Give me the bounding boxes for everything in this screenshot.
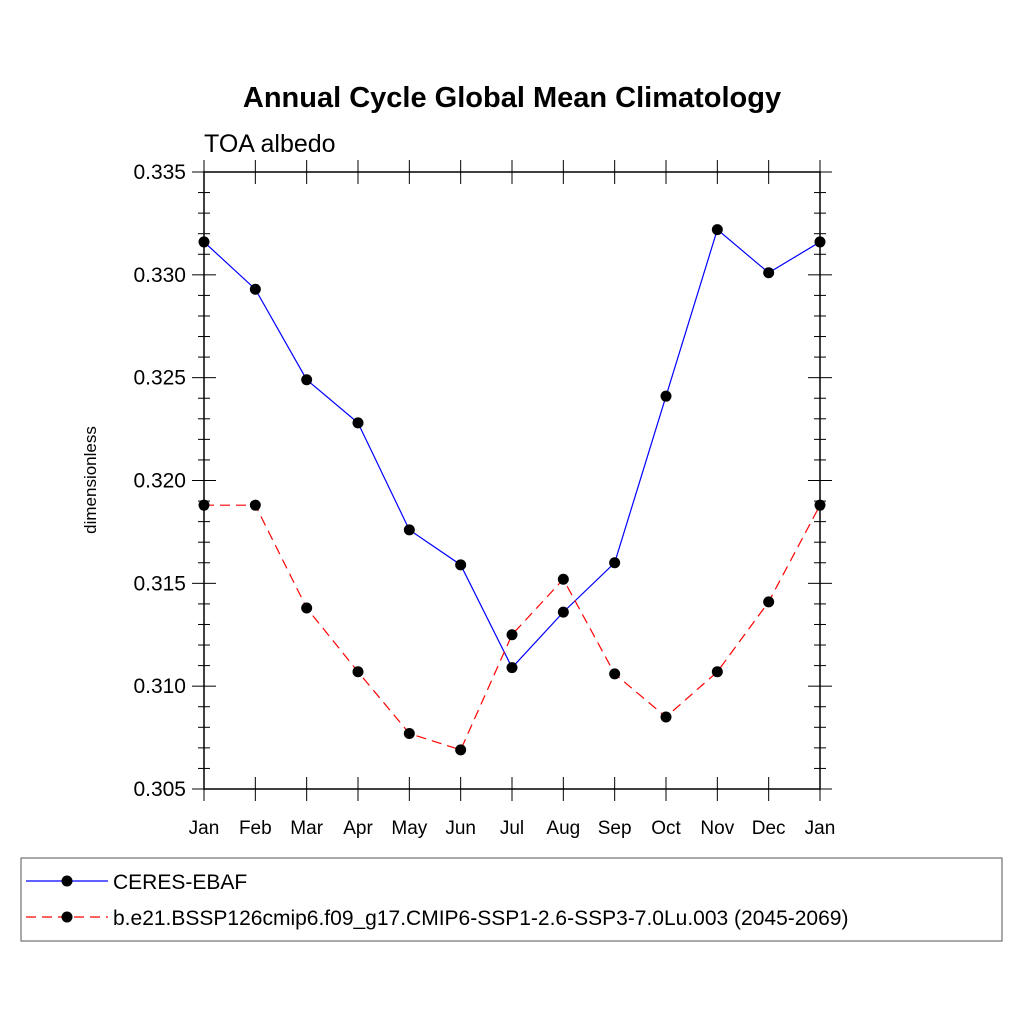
x-tick-label: Feb — [239, 818, 272, 839]
x-tick-label: Mar — [290, 818, 323, 839]
series-2-point — [609, 668, 621, 680]
y-tick-label: 0.335 — [133, 161, 186, 184]
series-1-point — [198, 236, 210, 248]
series-2-point — [814, 499, 826, 511]
series-2-point — [763, 596, 775, 608]
series-2-point — [711, 666, 723, 678]
series-1-point — [763, 267, 775, 279]
x-tick-label: Jan — [189, 818, 220, 839]
series-1-point — [660, 390, 672, 402]
series-lines — [198, 224, 826, 756]
x-tick-label: Jan — [805, 818, 836, 839]
legend-box — [20, 857, 1003, 942]
legend-label-2: b.e21.BSSP126cmip6.f09_g17.CMIP6-SSP1-2.… — [113, 907, 848, 930]
series-1-point — [814, 236, 826, 248]
x-tick-label: Aug — [546, 818, 580, 839]
series-2-point — [557, 573, 569, 585]
y-tick-label: 0.310 — [133, 675, 186, 698]
y-tick-label: 0.320 — [133, 470, 186, 493]
chart-subtitle: TOA albedo — [204, 130, 336, 158]
x-tick-label: Apr — [343, 818, 373, 839]
y-tick-labels: 0.305 0.310 0.315 0.320 0.325 0.330 0.335 — [133, 161, 186, 801]
series-2-point — [455, 744, 467, 756]
legend-marker-2 — [61, 911, 73, 923]
series-2-point — [301, 602, 313, 614]
series-2-point — [660, 711, 672, 723]
series-1-point — [301, 374, 313, 386]
legend-label-1: CERES-EBAF — [113, 871, 247, 894]
y-tick-label: 0.330 — [133, 264, 186, 287]
x-tick-label: May — [391, 818, 427, 839]
x-tick-label: Dec — [752, 818, 786, 839]
series-1-point — [403, 524, 415, 536]
axis-ticks — [192, 160, 832, 801]
x-tick-label: Nov — [700, 818, 734, 839]
chart-title: Annual Cycle Global Mean Climatology — [243, 82, 781, 114]
y-axis-label: dimensionless — [81, 426, 100, 534]
y-tick-label: 0.315 — [133, 572, 186, 595]
x-tick-label: Jun — [445, 818, 476, 839]
series-1-point — [506, 662, 518, 674]
series-2-point — [198, 499, 210, 511]
x-tick-label: Sep — [598, 818, 632, 839]
series-1-point — [711, 224, 723, 236]
series-2-point — [352, 666, 364, 678]
x-tick-label: Oct — [651, 818, 681, 839]
series-2-point — [403, 727, 415, 739]
series-1-point — [609, 557, 621, 569]
series-2-point — [249, 499, 261, 511]
y-tick-label: 0.325 — [133, 367, 186, 390]
series-2-point — [506, 629, 518, 641]
legend: CERES-EBAF b.e21.BSSP126cmip6.f09_g17.CMI… — [26, 871, 848, 930]
y-tick-label: 0.305 — [133, 778, 186, 801]
x-tick-label: Jul — [500, 818, 524, 839]
series-1-point — [557, 606, 569, 618]
legend-marker-1 — [61, 875, 73, 887]
series-1-point — [455, 559, 467, 571]
series-1-point — [249, 283, 261, 295]
series-1-point — [352, 417, 364, 429]
x-tick-labels: Jan Feb Mar Apr May Jun Jul Aug Sep Oct Nov Dec Jan — [189, 818, 836, 839]
